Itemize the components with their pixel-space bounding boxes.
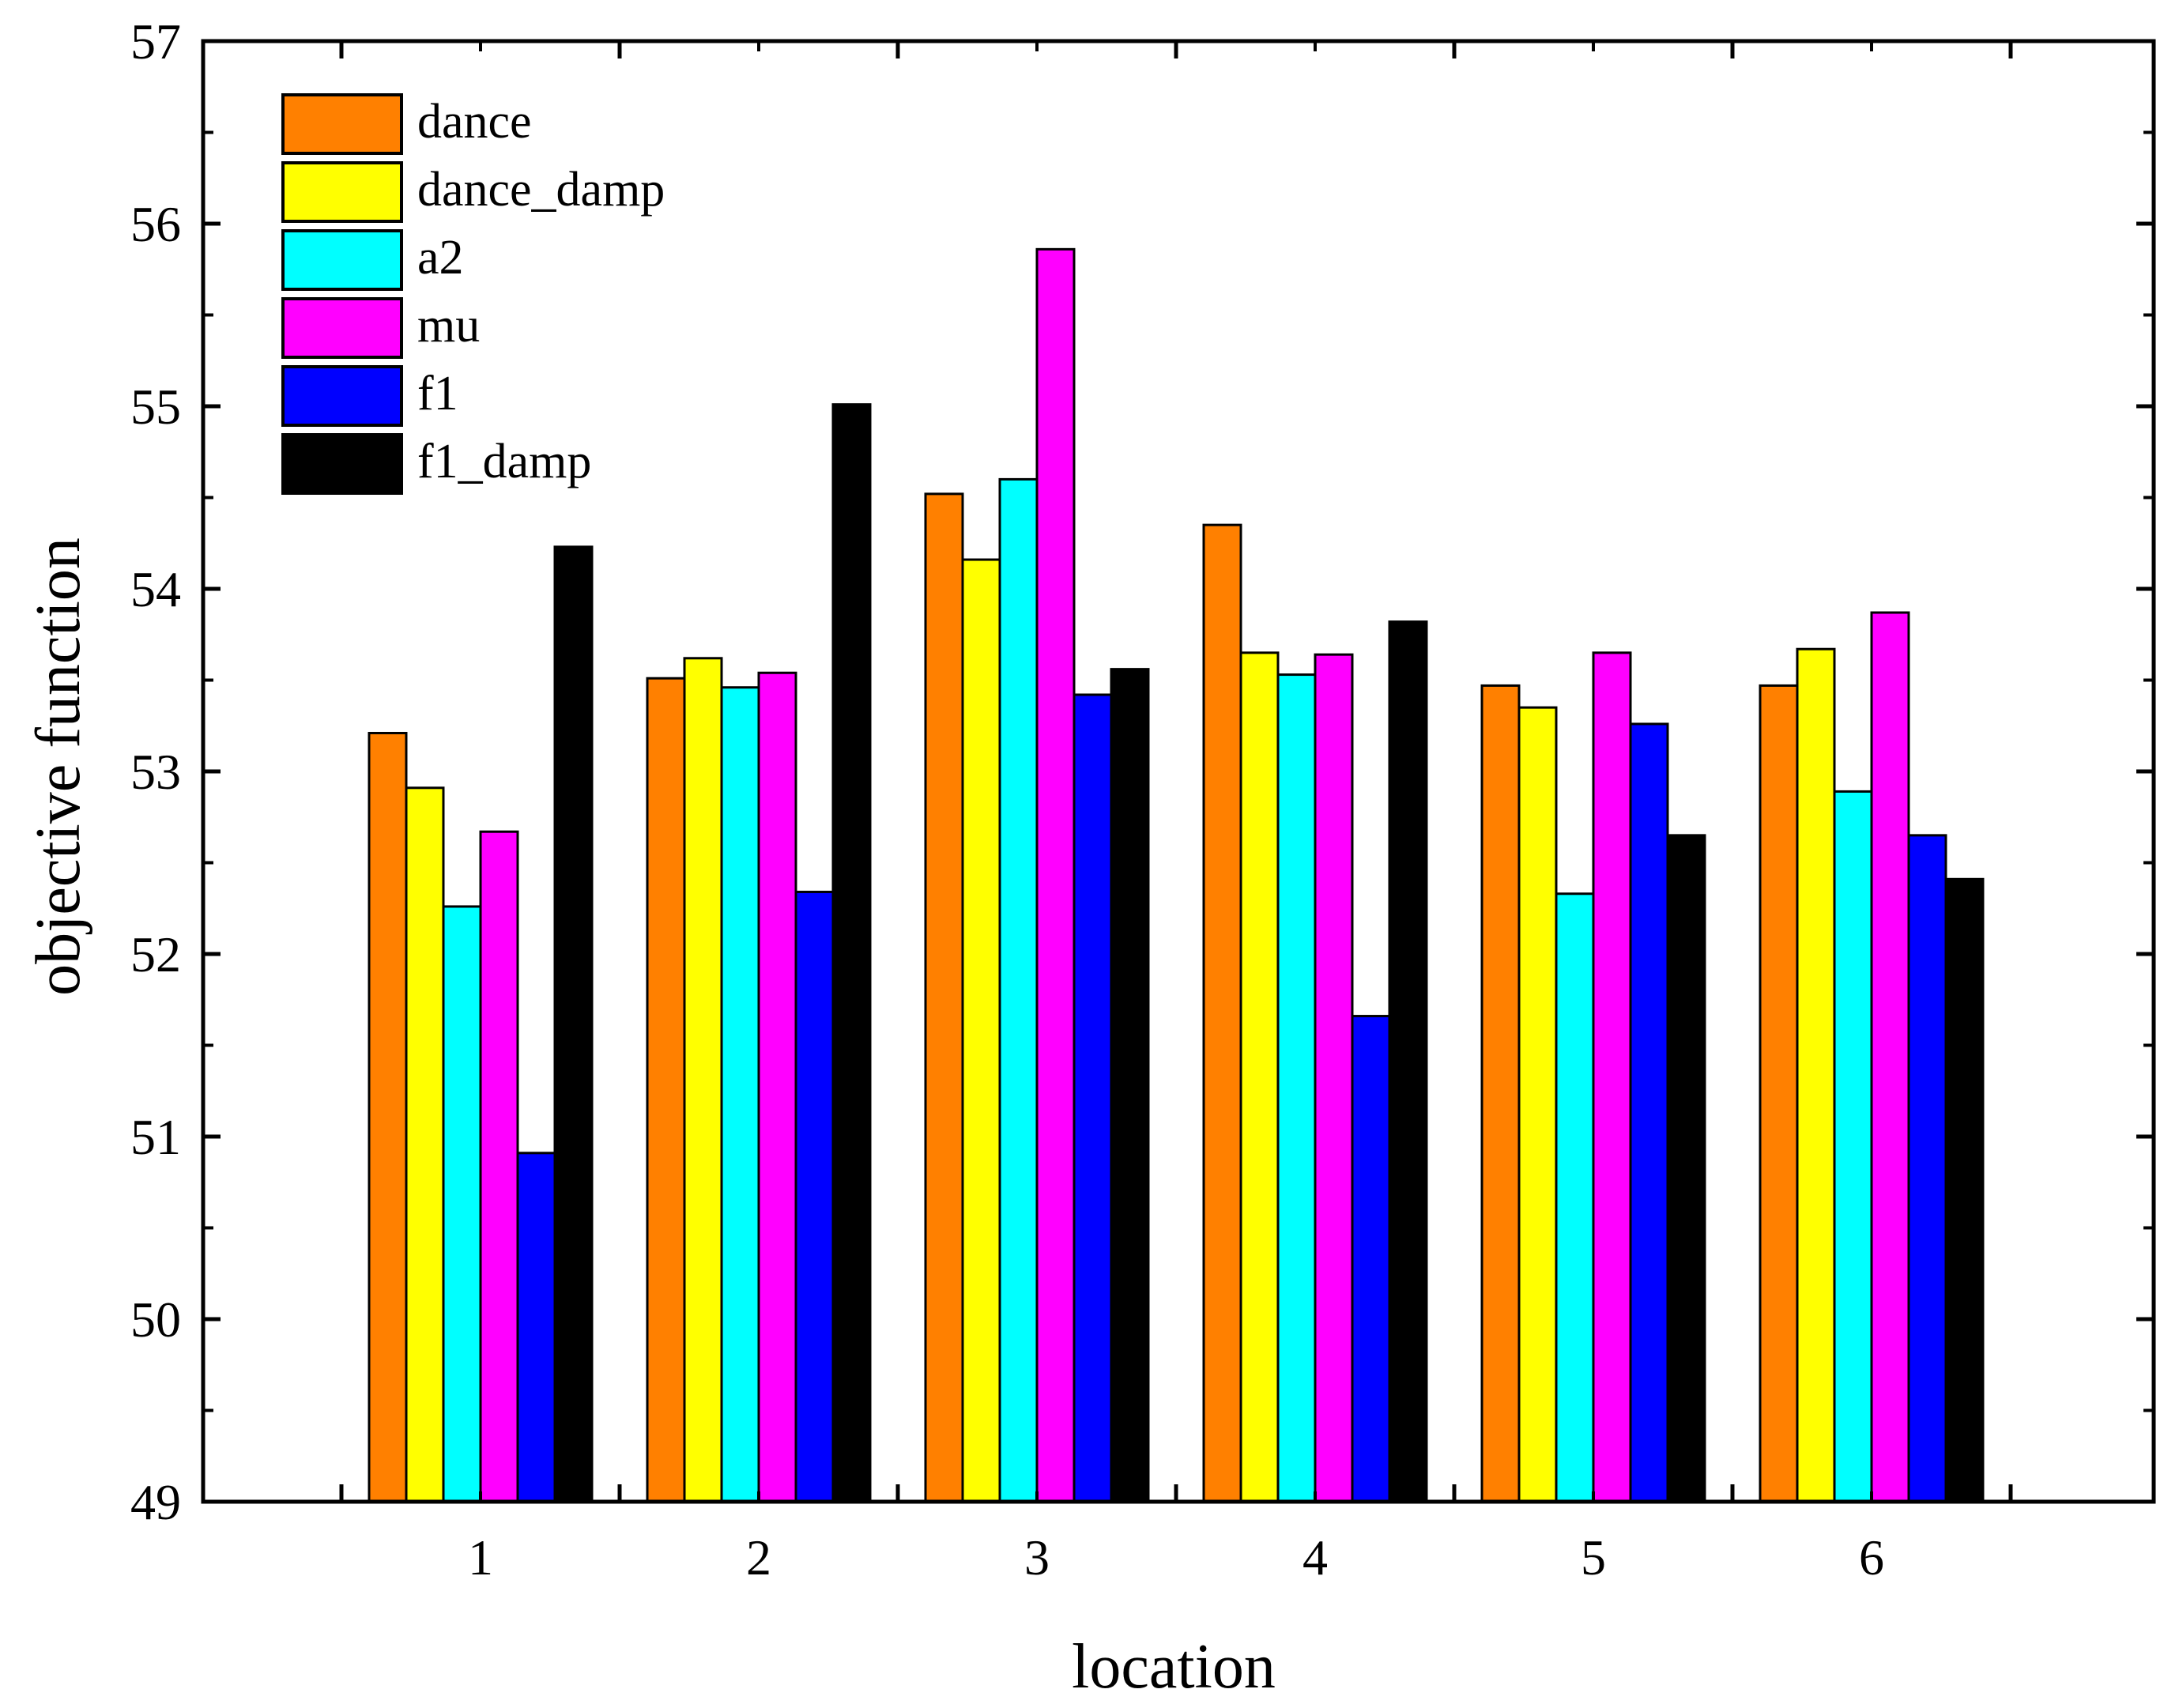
y-tick-label: 52 (130, 926, 181, 982)
legend-label-a2: a2 (417, 231, 464, 285)
bar-f1-3 (1073, 693, 1113, 1503)
legend-swatch-f1 (281, 365, 403, 427)
bar-a2-2 (720, 686, 760, 1503)
bar-dance_damp-1 (405, 786, 445, 1503)
legend-label-f1: f1 (417, 367, 458, 420)
x-tick-label: 6 (1859, 1529, 1884, 1585)
bar-dance-5 (1480, 684, 1521, 1503)
bar-f1_damp-4 (1388, 620, 1428, 1503)
bar-f1-2 (794, 890, 835, 1503)
bar-f1_damp-2 (831, 403, 872, 1503)
bar-mu-6 (1870, 611, 1910, 1503)
legend-swatch-dance (281, 93, 403, 155)
x-tick-label: 3 (1024, 1529, 1050, 1585)
bar-f1_damp-5 (1666, 834, 1706, 1503)
bar-mu-2 (757, 671, 797, 1503)
bar-dance-4 (1202, 523, 1242, 1503)
bar-f1-1 (516, 1152, 556, 1503)
legend-swatch-dance_damp (281, 161, 403, 223)
bar-dance-6 (1759, 684, 1799, 1503)
bar-a2-6 (1833, 790, 1873, 1503)
bar-a2-4 (1276, 673, 1317, 1503)
bar-mu-5 (1592, 651, 1632, 1503)
y-tick-label: 54 (130, 561, 181, 617)
bar-f1_damp-1 (553, 545, 594, 1503)
legend-label-f1_damp: f1_damp (417, 435, 591, 488)
y-tick-label: 55 (130, 379, 181, 435)
bar-dance-2 (646, 677, 686, 1503)
x-tick-label: 1 (468, 1529, 493, 1585)
x-tick-label: 4 (1302, 1529, 1328, 1585)
bar-a2-1 (442, 905, 482, 1503)
bar-dance-1 (368, 731, 408, 1503)
y-tick-label: 53 (130, 744, 181, 800)
bar-dance-3 (924, 492, 964, 1503)
legend-label-dance_damp: dance_damp (417, 163, 665, 217)
x-tick-label: 5 (1581, 1529, 1606, 1585)
bar-mu-4 (1314, 653, 1354, 1503)
bar-f1_damp-6 (1944, 877, 1985, 1503)
legend-swatch-mu (281, 297, 403, 359)
legend-label-dance: dance (417, 95, 532, 149)
y-tick-label: 56 (130, 196, 181, 252)
legend-swatch-a2 (281, 229, 403, 291)
bar-f1-5 (1629, 722, 1669, 1503)
bar-f1-6 (1907, 834, 1947, 1503)
x-axis-title: location (1072, 1632, 1276, 1702)
bar-dance_damp-6 (1796, 647, 1836, 1503)
legend-swatch-f1_damp (281, 433, 403, 495)
bar-dance_damp-3 (961, 558, 1001, 1503)
legend-label-mu: mu (417, 299, 480, 353)
bar-dance_damp-2 (683, 657, 723, 1503)
y-tick-label: 49 (130, 1474, 181, 1530)
bar-dance_damp-5 (1517, 706, 1558, 1503)
bar-a2-5 (1555, 892, 1595, 1503)
bar-mu-1 (479, 830, 519, 1503)
bar-f1_damp-3 (1110, 668, 1150, 1503)
bar-f1-4 (1351, 1015, 1391, 1503)
y-tick-label: 51 (130, 1109, 181, 1165)
y-axis-title: objective function (24, 537, 93, 996)
bar-a2-3 (998, 477, 1039, 1503)
bar-mu-3 (1035, 247, 1076, 1503)
bar-dance_damp-4 (1239, 651, 1280, 1503)
x-tick-label: 2 (746, 1529, 771, 1585)
y-tick-label: 57 (130, 13, 181, 70)
y-tick-label: 50 (130, 1291, 181, 1348)
